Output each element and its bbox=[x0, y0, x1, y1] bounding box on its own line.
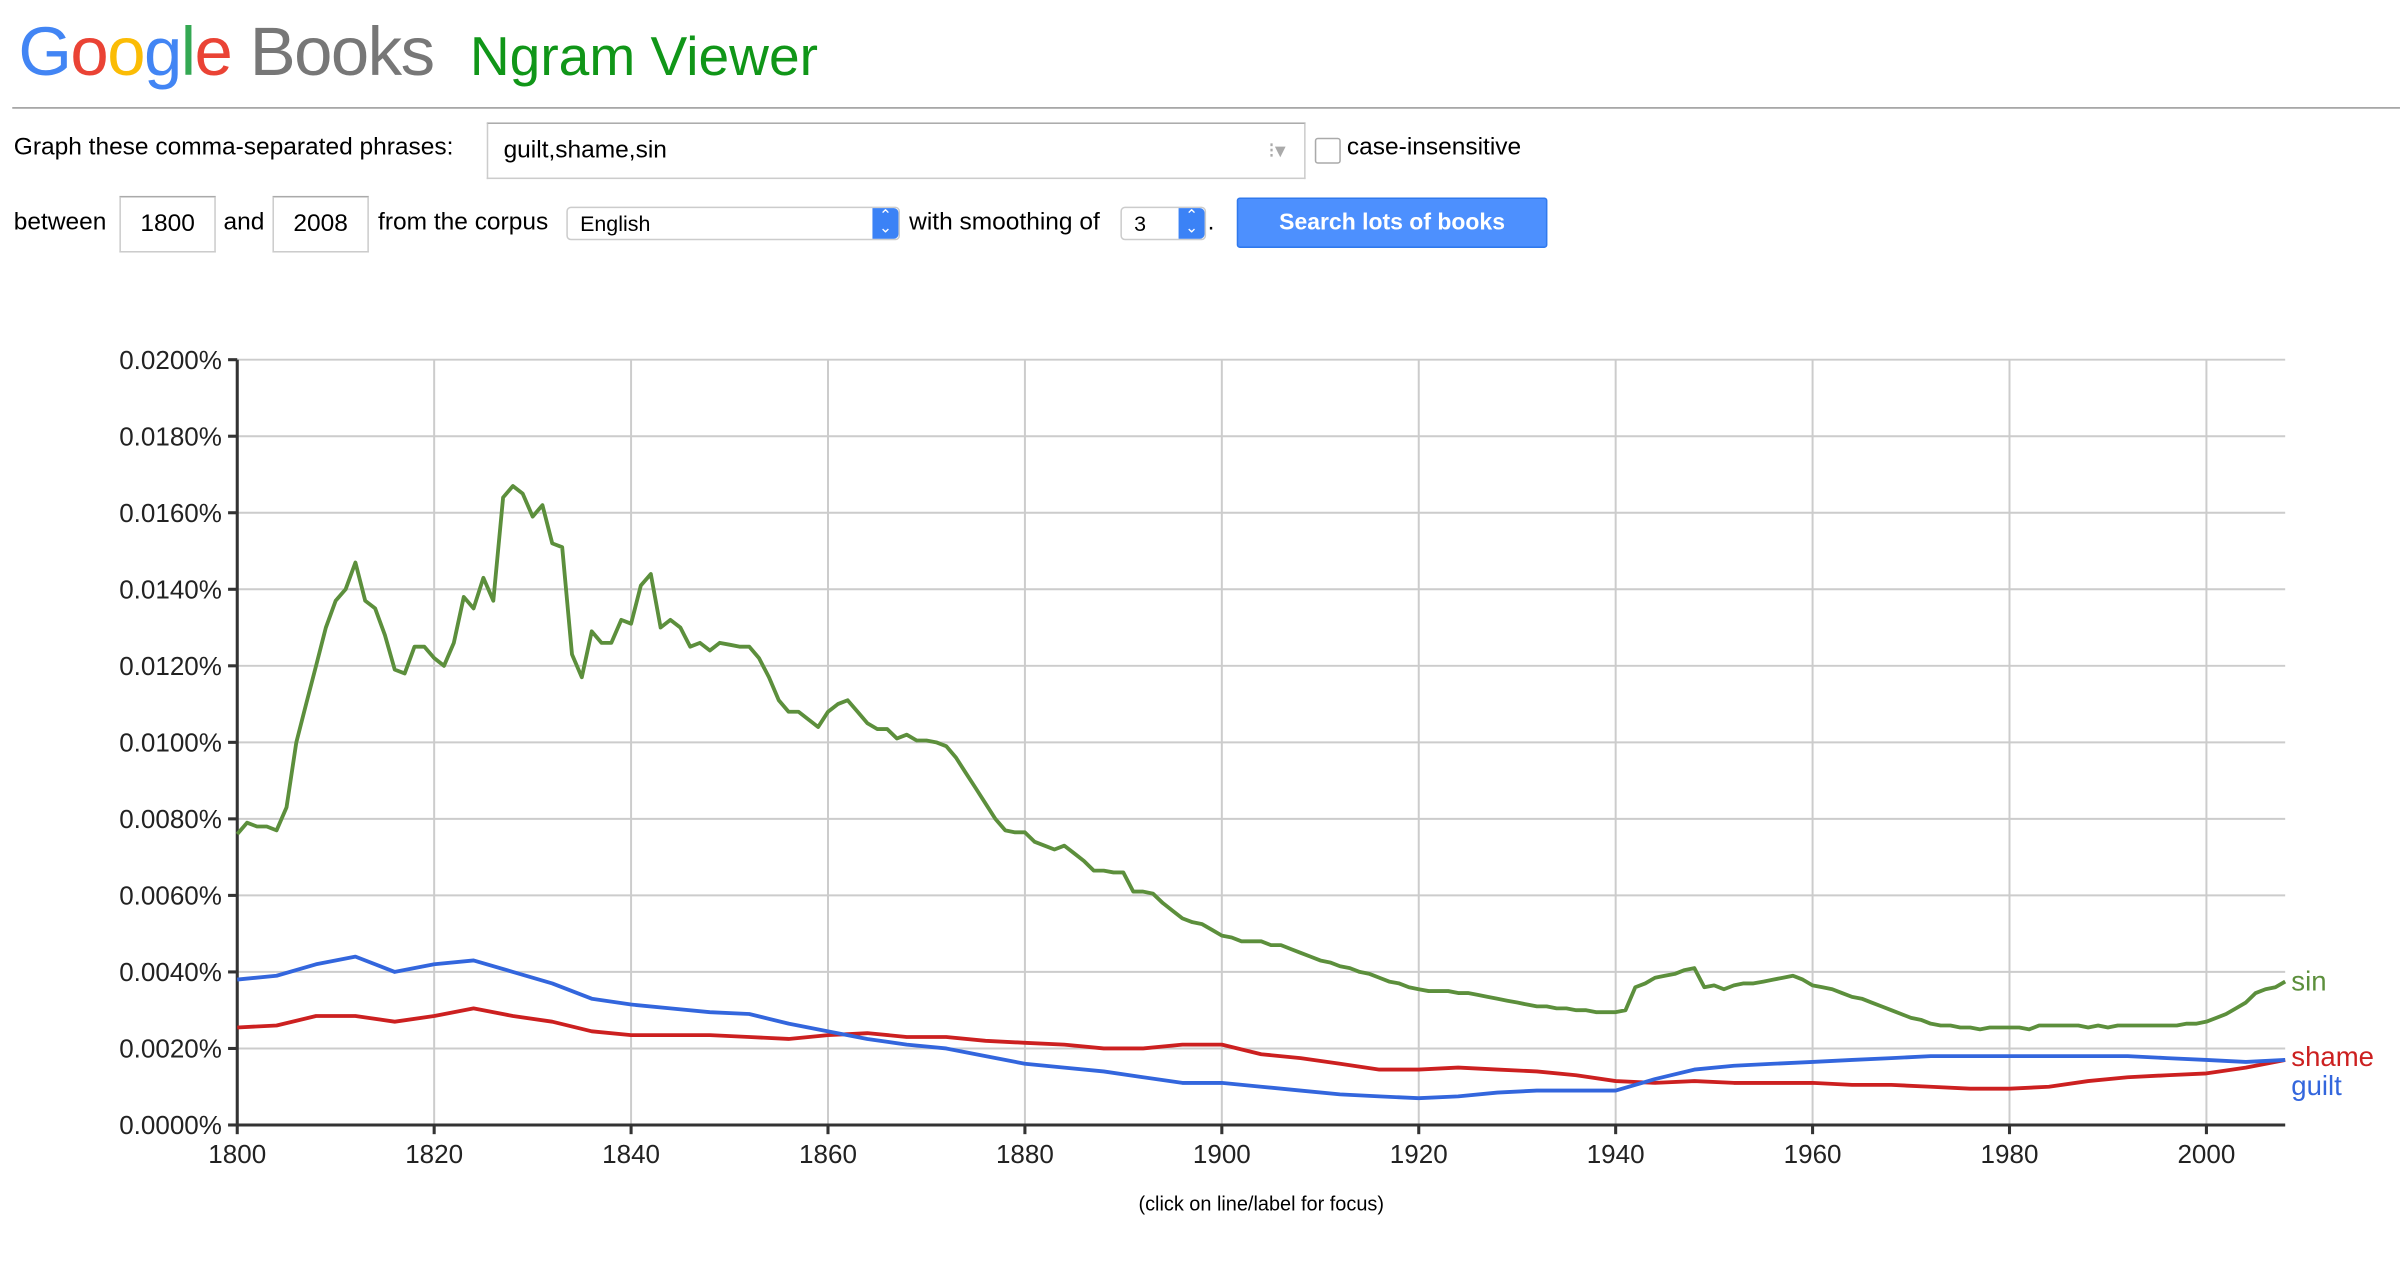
corpus-label: from the corpus bbox=[378, 209, 549, 236]
x-tick-label: 1980 bbox=[1981, 1139, 2039, 1169]
series-label-shame[interactable]: shame bbox=[2291, 1041, 2374, 1072]
x-tick-label: 1840 bbox=[602, 1139, 660, 1169]
chevron-updown-icon: ⌃ ⌄ bbox=[872, 208, 899, 239]
header-divider bbox=[12, 107, 2400, 109]
y-tick-label: 0.0180% bbox=[119, 421, 222, 451]
phrases-value: guilt,shame,sin bbox=[503, 136, 667, 164]
y-tick-label: 0.0000% bbox=[119, 1110, 222, 1140]
y-tick-label: 0.0140% bbox=[119, 574, 222, 604]
x-tick-label: 1820 bbox=[405, 1139, 463, 1169]
period: . bbox=[1207, 209, 1215, 236]
page-title: Ngram Viewer bbox=[469, 24, 818, 88]
y-tick-label: 0.0060% bbox=[119, 881, 222, 911]
chevron-updown-icon: ⌃ ⌄ bbox=[1178, 208, 1205, 239]
smoothing-select[interactable]: 3 ⌃ ⌄ bbox=[1120, 206, 1207, 241]
case-insensitive-label: case-insensitive bbox=[1346, 134, 1522, 161]
smoothing-label: with smoothing of bbox=[909, 209, 1100, 236]
google-books-logo[interactable]: Google Books bbox=[18, 12, 435, 91]
start-year-input[interactable]: 1800 bbox=[119, 195, 216, 253]
y-tick-label: 0.0160% bbox=[119, 498, 222, 528]
y-tick-label: 0.0100% bbox=[119, 728, 222, 758]
end-year-input[interactable]: 2008 bbox=[272, 195, 369, 253]
between-label: between bbox=[13, 209, 107, 236]
series-label-guilt[interactable]: guilt bbox=[2291, 1070, 2342, 1101]
x-tick-label: 1960 bbox=[1784, 1139, 1842, 1169]
x-tick-label: 2000 bbox=[2177, 1139, 2235, 1169]
smoothing-value: 3 bbox=[1134, 211, 1147, 236]
x-tick-label: 1940 bbox=[1587, 1139, 1645, 1169]
x-tick-label: 1920 bbox=[1390, 1139, 1448, 1169]
series-line-sin[interactable] bbox=[235, 484, 2287, 1032]
and-label: and bbox=[223, 209, 265, 236]
y-tick-label: 0.0200% bbox=[119, 345, 222, 375]
series-line-guilt[interactable] bbox=[237, 954, 2286, 1101]
series-label-sin[interactable]: sin bbox=[2291, 966, 2326, 997]
corpus-select[interactable]: English ⌃ ⌄ bbox=[566, 206, 900, 241]
y-tick-label: 0.0080% bbox=[119, 804, 222, 834]
case-insensitive-checkbox[interactable] bbox=[1314, 137, 1341, 164]
search-button[interactable]: Search lots of books bbox=[1236, 197, 1548, 248]
x-tick-label: 1900 bbox=[1193, 1139, 1251, 1169]
corpus-value: English bbox=[580, 211, 651, 236]
chart-caption: (click on line/label for focus) bbox=[1138, 1192, 1384, 1216]
series-line-shame[interactable] bbox=[237, 1006, 2286, 1091]
y-tick-label: 0.0040% bbox=[119, 957, 222, 987]
phrases-input[interactable]: guilt,shame,sin ⁝▾ bbox=[486, 122, 1306, 180]
phrases-label: Graph these comma-separated phrases: bbox=[13, 134, 454, 161]
y-tick-label: 0.0120% bbox=[119, 651, 222, 681]
y-tick-label: 0.0020% bbox=[119, 1034, 222, 1064]
x-tick-label: 1800 bbox=[208, 1139, 266, 1169]
input-tools-icon[interactable]: ⁝▾ bbox=[1268, 137, 1286, 163]
x-tick-label: 1860 bbox=[799, 1139, 857, 1169]
x-tick-label: 1880 bbox=[996, 1139, 1054, 1169]
